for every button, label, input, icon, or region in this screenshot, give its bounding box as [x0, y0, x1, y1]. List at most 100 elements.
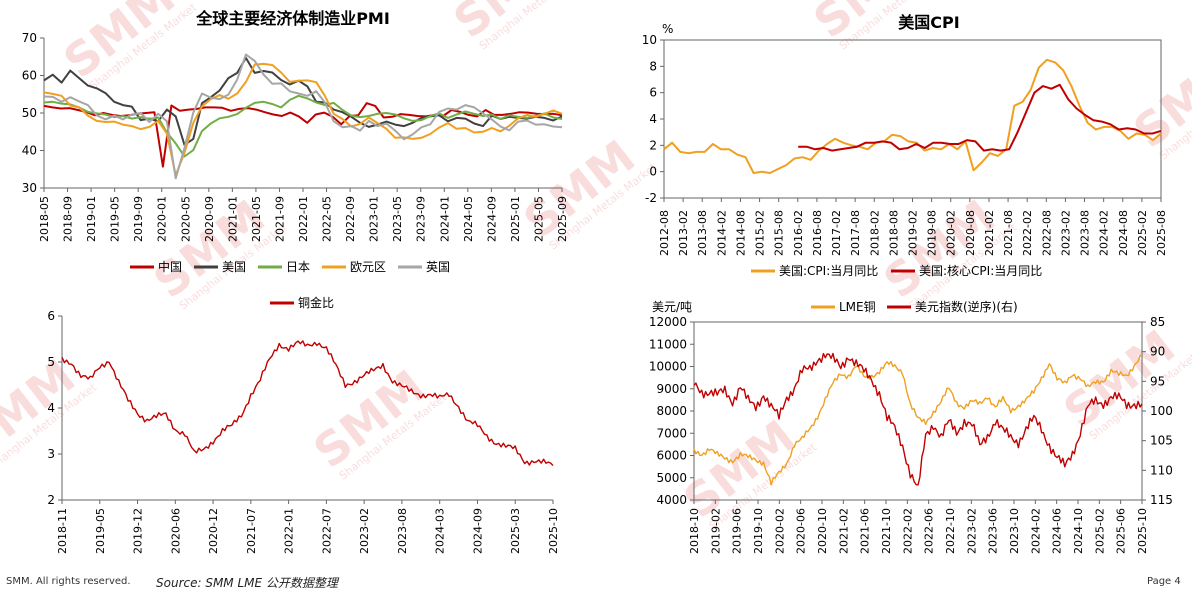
y-tick-label: 3 — [47, 447, 55, 461]
copper-gold-ratio-chart: 2 3 4 5 6 2018-11 2019-05 2019-12 2020-06 2020-12… — [47, 295, 560, 554]
y2-tick-label: 90 — [1150, 345, 1165, 359]
y2-tick-label: 85 — [1150, 315, 1165, 329]
x-tick-label: 2023-09 — [415, 196, 428, 242]
legend-label: 欧元区 — [350, 260, 386, 274]
x-tick-label: 2016-08 — [811, 210, 824, 256]
series-line-1 — [43, 56, 563, 146]
x-tick-label: 2022-10 — [944, 508, 957, 554]
x-tick-label: 2025-02 — [1093, 508, 1106, 554]
x-tick-label: 2018-11 — [56, 508, 69, 554]
x-tick-label: 2023-10 — [1008, 508, 1021, 554]
y-tick-label: 70 — [22, 31, 37, 45]
x-tick-label: 2022-08 — [1040, 210, 1053, 256]
x-tick-label: 2025-06 — [1115, 508, 1128, 554]
x-tick-label: 2013-08 — [696, 210, 709, 256]
x-tick-label: 2021-07 — [245, 508, 258, 554]
y-tick-label: 6000 — [656, 449, 687, 463]
x-tick-label: 2020-12 — [207, 508, 220, 554]
legend-label: 美国 — [222, 260, 246, 274]
legend-label: 美国:核心CPI:当月同比 — [919, 264, 1042, 278]
x-tick-label: 2020-01 — [156, 196, 169, 242]
y-tick-label: 4 — [649, 112, 657, 126]
x-tick-label: 2023-01 — [368, 196, 381, 242]
x-tick-label: 2019-05 — [94, 508, 107, 554]
x-tick-label: 2023-02 — [1059, 210, 1072, 256]
y-axis-label: % — [662, 22, 673, 36]
us-cpi-chart: 美国CPI% -2 0 2 4 6 8 10 2012-08 2013-02 2013-08 2014… — [642, 13, 1168, 278]
series-line-0 — [693, 354, 1143, 486]
x-tick-label: 2022-01 — [283, 508, 296, 554]
y-tick-label: 5000 — [656, 471, 687, 485]
x-tick-label: 2025-08 — [1155, 210, 1168, 256]
x-tick-label: 2019-02 — [709, 508, 722, 554]
x-tick-label: 2024-06 — [1051, 508, 1064, 554]
x-tick-label: 2025-10 — [1136, 508, 1149, 554]
copyright-text: SMM. All rights reserved. — [6, 576, 131, 587]
x-tick-label: 2025-09 — [556, 196, 569, 242]
x-tick-label: 2022-06 — [923, 508, 936, 554]
x-tick-label: 2022-02 — [901, 508, 914, 554]
x-tick-label: 2018-10 — [688, 508, 701, 554]
y2-tick-label: 115 — [1150, 493, 1173, 507]
x-tick-label: 2022-02 — [1021, 210, 1034, 256]
y2-tick-label: 105 — [1150, 434, 1173, 448]
y-tick-label: 6 — [47, 309, 55, 323]
chart-title: 全球主要经济体制造业PMI — [195, 9, 390, 28]
series-line-3 — [43, 62, 563, 177]
x-tick-label: 2013-02 — [677, 210, 690, 256]
x-tick-label: 2021-10 — [880, 508, 893, 554]
x-tick-label: 2019-01 — [85, 196, 98, 242]
series-line-0 — [61, 340, 554, 466]
y-tick-label: -2 — [645, 191, 657, 205]
y-tick-label: 9000 — [656, 382, 687, 396]
x-tick-label: 2024-02 — [1029, 508, 1042, 554]
x-tick-label: 2022-07 — [320, 508, 333, 554]
x-tick-label: 2021-01 — [226, 196, 239, 242]
x-tick-label: 2019-10 — [752, 508, 765, 554]
y-tick-label: 2 — [47, 493, 55, 507]
x-tick-label: 2023-02 — [358, 508, 371, 554]
x-tick-label: 2024-03 — [434, 508, 447, 554]
x-tick-label: 2021-02 — [983, 210, 996, 256]
y-tick-label: 60 — [22, 69, 37, 83]
x-tick-label: 2024-09 — [485, 196, 498, 242]
x-tick-label: 2018-05 — [38, 196, 51, 242]
x-tick-label: 2022-01 — [297, 196, 310, 242]
x-tick-label: 2020-02 — [945, 210, 958, 256]
y2-tick-label: 95 — [1150, 374, 1165, 388]
x-tick-label: 2024-09 — [471, 508, 484, 554]
y-tick-label: 5 — [47, 355, 55, 369]
x-tick-label: 2016-02 — [792, 210, 805, 256]
x-tick-label: 2018-02 — [868, 210, 881, 256]
x-tick-label: 2014-08 — [734, 210, 747, 256]
x-tick-label: 2020-05 — [179, 196, 192, 242]
x-tick-label: 2020-09 — [203, 196, 216, 242]
series-line-1 — [693, 352, 1143, 486]
x-tick-label: 2015-08 — [773, 210, 786, 256]
x-tick-label: 2015-02 — [754, 210, 767, 256]
x-tick-label: 2019-12 — [132, 508, 145, 554]
y-tick-label: 2 — [649, 138, 657, 152]
x-tick-label: 2018-08 — [887, 210, 900, 256]
page-number: Page 4 — [1147, 576, 1181, 587]
x-tick-label: 2025-01 — [509, 196, 522, 242]
x-tick-label: 2025-10 — [547, 508, 560, 554]
x-tick-label: 2024-10 — [1072, 508, 1085, 554]
series-line-4 — [43, 53, 563, 180]
y-tick-label: 10 — [642, 33, 657, 47]
x-tick-label: 2022-05 — [321, 196, 334, 242]
x-tick-label: 2023-05 — [391, 196, 404, 242]
y-tick-label: 4000 — [656, 493, 687, 507]
x-tick-label: 2018-09 — [62, 196, 75, 242]
legend-label: 中国 — [158, 259, 182, 274]
legend-label: 日本 — [286, 260, 310, 274]
y-tick-label: 8000 — [656, 404, 687, 418]
legend-label: 美国:CPI:当月同比 — [779, 264, 878, 278]
x-tick-label: 2024-08 — [1117, 210, 1130, 256]
legend-label: LME铜 — [839, 299, 876, 314]
x-tick-label: 2019-05 — [109, 196, 122, 242]
y-tick-label: 30 — [22, 181, 37, 195]
x-tick-label: 2023-08 — [396, 508, 409, 554]
y-tick-label: 8 — [649, 59, 657, 73]
x-tick-label: 2021-02 — [837, 508, 850, 554]
